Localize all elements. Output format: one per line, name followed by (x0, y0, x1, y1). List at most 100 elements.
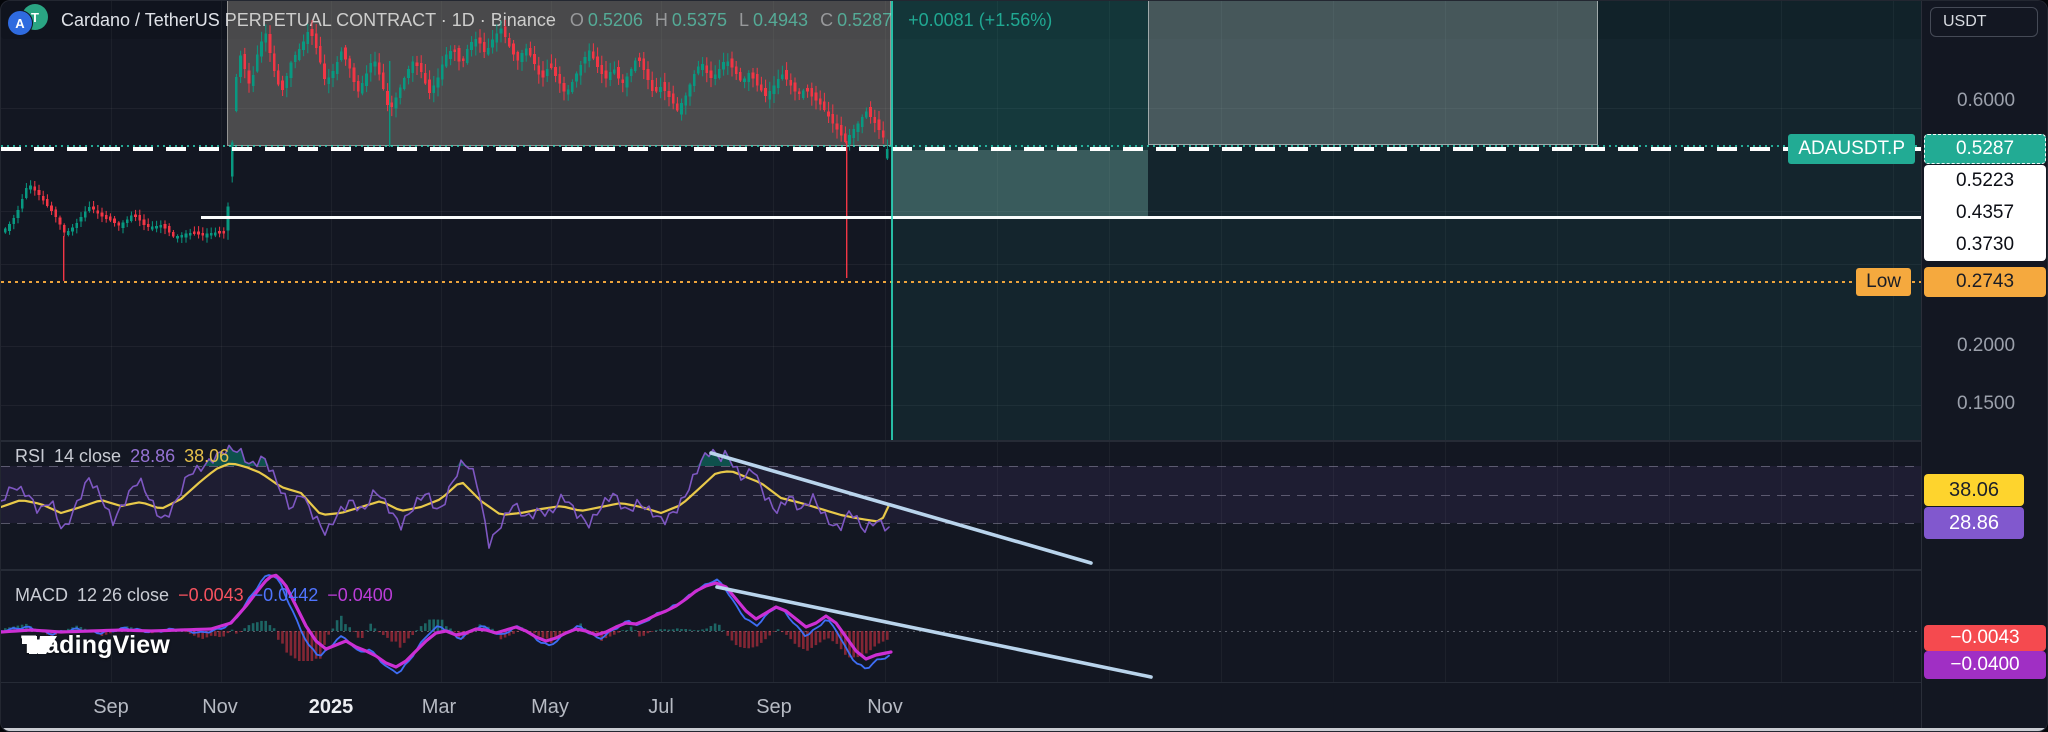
macd-zero-line (1, 631, 1921, 632)
projection-box-tall[interactable] (892, 1, 1148, 217)
open-label: O (569, 9, 584, 30)
current-price-dotted-line (1, 145, 1921, 147)
horizontal-gridline (1, 264, 1921, 265)
rsi-params: 14 close (54, 446, 122, 466)
close-value: 0.5287 (837, 9, 893, 30)
currency-unit-button[interactable]: USDT (1930, 7, 2038, 37)
time-axis-label[interactable]: Jul (648, 696, 674, 718)
rsi-trendline (709, 451, 1093, 565)
time-axis-label[interactable]: May (531, 696, 569, 718)
vertical-gridline (111, 1, 112, 683)
vertical-gridline (1781, 1, 1782, 683)
rsi-guide-line (1, 495, 1921, 496)
pane-separator-price-rsi[interactable] (1, 440, 2047, 442)
projection-zone-teal[interactable] (892, 1, 1921, 440)
candlestick-series (4, 19, 889, 281)
vertical-gridline (1669, 1, 1670, 683)
macd-histogram-value: −0.0043 (178, 585, 244, 605)
vertical-gridline (331, 1, 332, 683)
vertical-gridline (997, 1, 998, 683)
drawing-price-labels: 0.5223 0.4357 0.3730 (1924, 165, 2046, 261)
vertical-gridline (221, 1, 222, 683)
horizontal-gridline (1, 346, 1921, 347)
drawing-price-label: 0.5223 (1955, 170, 2015, 191)
time-axis-label[interactable]: Nov (202, 696, 238, 718)
rsi-canvas[interactable] (1, 442, 1921, 569)
rsi-axis-badge: 28.86 (1924, 507, 2024, 539)
base-currency-icon: A (7, 10, 33, 36)
time-axis[interactable]: Sep Nov 2025 Mar May Jul Sep Nov (1, 683, 2047, 730)
ohlc-values: O 0.5206 H 0.5375 L 0.4943 C 0.5287 +0.0081 … (570, 10, 1052, 31)
vertical-gridline (551, 1, 552, 683)
alert-dashed-line[interactable] (1, 147, 1921, 151)
vertical-gridline (1557, 1, 1558, 683)
low-label: L (738, 9, 749, 30)
macd-axis-badge: −0.0400 (1924, 651, 2046, 679)
low-label[interactable]: Low (1856, 268, 1911, 296)
symbol-legend[interactable]: T A Cardano / TetherUS PERPETUAL CONTRAC… (1, 1, 2047, 39)
price-axis[interactable]: USDT 0.6000 0.2000 0.1500 0.5287 0.5223 0.435… (1921, 1, 2047, 731)
rsi-series (1, 444, 1093, 565)
vertical-gridline (1109, 1, 1110, 683)
rsi-value: 28.86 (130, 446, 176, 466)
symbol-title[interactable]: Cardano / TetherUS PERPETUAL CONTRACT · … (61, 9, 556, 30)
drawing-price-label: 0.3730 (1955, 234, 2015, 255)
macd-line-value: −0.0442 (252, 585, 319, 605)
low-price-badge: 0.2743 (1924, 267, 2046, 297)
time-axis-label[interactable]: Mar (421, 696, 457, 718)
vertical-gridline (661, 1, 662, 683)
vertical-gridline (441, 1, 442, 683)
macd-series (1, 573, 1153, 679)
high-label: H (654, 9, 668, 30)
projection-box-mid-band[interactable] (892, 150, 1148, 217)
support-line[interactable] (201, 216, 1921, 219)
last-bar-vertical-line (891, 1, 893, 440)
tradingview-watermark[interactable]: TradingView (21, 631, 170, 660)
time-axis-label[interactable]: Nov (867, 696, 903, 718)
vertical-gridline (1893, 1, 1894, 683)
pane-separator-rsi-macd[interactable] (1, 569, 2047, 571)
pair-logo: T A (7, 4, 51, 36)
time-axis-label[interactable]: Sep (756, 696, 792, 718)
rsi-guide-line (1, 466, 1921, 467)
macd-canvas[interactable] (1, 571, 1921, 683)
horizontal-gridline (1, 211, 1921, 212)
low-value: 0.4943 (753, 9, 809, 30)
high-value: 0.5375 (671, 9, 727, 30)
macd-signal-value: −0.0400 (327, 585, 393, 605)
grid-layer (1, 1, 1921, 683)
low-price-line[interactable] (1, 281, 1921, 283)
time-axis-label[interactable]: 2025 (308, 696, 354, 718)
price-axis-label: 0.6000 (1956, 90, 2016, 111)
horizontal-gridline (1, 108, 1921, 109)
window-bottom-edge (1, 728, 2047, 731)
macd-axis-badge: −0.0043 (1924, 625, 2046, 651)
close-label: C (820, 9, 834, 30)
macd-trendline (715, 585, 1153, 679)
vertical-gridline (1221, 1, 1222, 683)
vertical-gridline (1333, 1, 1334, 683)
horizontal-gridline (1, 405, 1921, 406)
vertical-gridline (1445, 1, 1446, 683)
vertical-gridline (885, 1, 886, 683)
tradingview-logo-icon (22, 635, 57, 654)
current-price-badge[interactable]: 0.5287 (1924, 134, 2046, 164)
price-axis-label: 0.1500 (1956, 393, 2016, 414)
macd-name[interactable]: MACD (15, 585, 68, 605)
rsi-legend[interactable]: RSI 14 close 28.86 38.06 (15, 446, 229, 467)
rsi-axis-badge: 38.06 (1924, 474, 2024, 506)
rsi-name[interactable]: RSI (15, 446, 46, 466)
vertical-gridline (773, 1, 774, 683)
change-value: +0.0081 (+1.56%) (908, 9, 1053, 30)
projection-box-upper[interactable] (1148, 1, 1598, 145)
symbol-price-label[interactable]: ADAUSDT.P (1788, 134, 1915, 164)
time-axis-label[interactable]: Sep (93, 696, 129, 718)
open-value: 0.5206 (587, 9, 643, 30)
drawing-price-label: 0.4357 (1955, 202, 2015, 223)
price-axis-label: 0.2000 (1956, 335, 2016, 356)
candlestick-canvas[interactable] (1, 1, 1921, 440)
macd-params: 12 26 close (77, 585, 170, 605)
rsi-ma-value: 38.06 (184, 446, 230, 466)
macd-legend[interactable]: MACD 12 26 close −0.0043 −0.0442 −0.0400 (15, 585, 393, 606)
